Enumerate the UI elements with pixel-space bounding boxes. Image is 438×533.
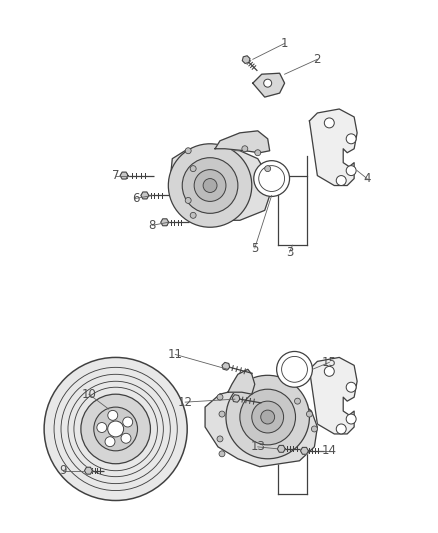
Polygon shape <box>120 172 128 179</box>
Circle shape <box>105 437 115 447</box>
Circle shape <box>108 410 118 421</box>
Polygon shape <box>309 109 357 185</box>
Circle shape <box>185 148 191 154</box>
Circle shape <box>81 394 150 464</box>
Circle shape <box>324 366 334 376</box>
Circle shape <box>217 394 223 400</box>
Circle shape <box>311 426 318 432</box>
Polygon shape <box>161 219 169 225</box>
Text: 7: 7 <box>112 169 120 182</box>
Circle shape <box>194 169 226 201</box>
Circle shape <box>336 424 346 434</box>
Circle shape <box>346 134 356 144</box>
Circle shape <box>219 451 225 457</box>
Polygon shape <box>277 446 285 453</box>
Circle shape <box>346 414 356 424</box>
Polygon shape <box>215 131 270 153</box>
Text: 11: 11 <box>168 348 183 361</box>
Text: 1: 1 <box>281 37 288 50</box>
Polygon shape <box>205 392 318 467</box>
Circle shape <box>226 375 309 459</box>
Polygon shape <box>170 149 270 220</box>
Text: 5: 5 <box>251 241 258 255</box>
Polygon shape <box>309 358 357 434</box>
Circle shape <box>240 389 296 445</box>
Circle shape <box>252 401 283 433</box>
Circle shape <box>346 382 356 392</box>
Circle shape <box>182 158 238 213</box>
Circle shape <box>94 407 138 451</box>
Text: 14: 14 <box>322 445 337 457</box>
Text: 2: 2 <box>314 53 321 66</box>
Circle shape <box>254 160 290 197</box>
Circle shape <box>190 166 196 172</box>
Circle shape <box>185 197 191 204</box>
Circle shape <box>168 144 252 227</box>
Circle shape <box>346 166 356 175</box>
Circle shape <box>121 433 131 443</box>
Text: 3: 3 <box>286 246 293 259</box>
Circle shape <box>123 417 133 427</box>
Text: 4: 4 <box>363 172 371 185</box>
Polygon shape <box>242 56 250 63</box>
Circle shape <box>190 212 196 219</box>
Circle shape <box>203 179 217 192</box>
Circle shape <box>264 79 272 87</box>
Circle shape <box>265 166 271 172</box>
Circle shape <box>97 423 107 432</box>
Text: 13: 13 <box>250 440 265 454</box>
Text: 8: 8 <box>149 219 156 232</box>
Circle shape <box>108 421 124 437</box>
Polygon shape <box>228 369 255 394</box>
Polygon shape <box>232 395 240 402</box>
Text: 9: 9 <box>59 464 67 477</box>
Circle shape <box>294 398 300 404</box>
Text: 12: 12 <box>178 395 193 409</box>
Circle shape <box>242 146 248 152</box>
Circle shape <box>217 436 223 442</box>
Polygon shape <box>300 447 308 454</box>
Polygon shape <box>222 362 230 370</box>
Circle shape <box>307 411 312 417</box>
Polygon shape <box>85 467 92 474</box>
Circle shape <box>255 150 261 156</box>
Text: 15: 15 <box>322 356 337 369</box>
Circle shape <box>219 411 225 417</box>
Text: 10: 10 <box>81 387 96 401</box>
Polygon shape <box>253 73 285 97</box>
Circle shape <box>44 358 187 500</box>
Text: 6: 6 <box>132 192 139 205</box>
Circle shape <box>324 118 334 128</box>
Circle shape <box>336 175 346 185</box>
Polygon shape <box>141 192 149 199</box>
Circle shape <box>261 410 275 424</box>
Circle shape <box>277 351 312 387</box>
